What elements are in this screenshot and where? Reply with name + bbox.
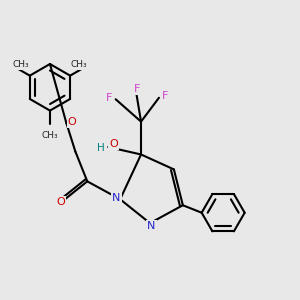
Text: F: F <box>106 93 112 103</box>
Text: F: F <box>134 84 140 94</box>
Text: H: H <box>97 142 105 153</box>
Text: CH₃: CH₃ <box>12 60 29 69</box>
Text: O: O <box>68 117 76 127</box>
Text: O: O <box>56 197 65 207</box>
Text: F: F <box>162 91 169 101</box>
Text: CH₃: CH₃ <box>42 131 58 140</box>
Text: N: N <box>112 193 121 203</box>
Text: O: O <box>109 139 118 149</box>
Text: N: N <box>147 221 156 231</box>
Text: CH₃: CH₃ <box>71 60 88 69</box>
